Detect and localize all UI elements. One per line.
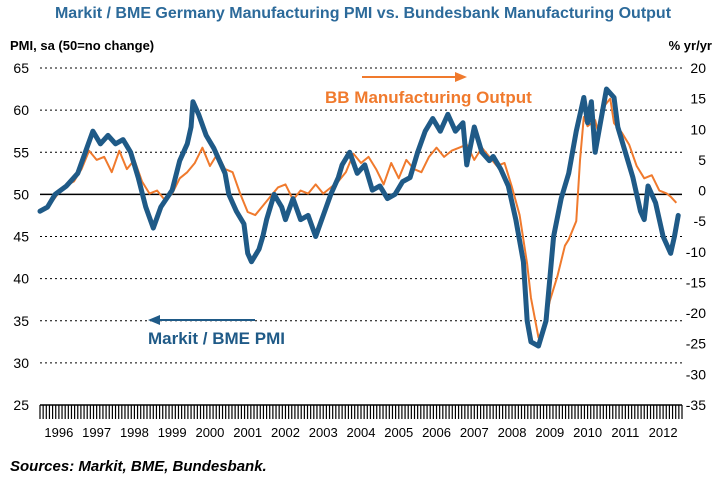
series-line-output [39,97,678,339]
left-axis-ticks: 25 30 35 40 45 50 55 60 65 [13,60,29,413]
right-tick-label: -30 [686,366,706,382]
right-tick-label: -15 [686,274,706,290]
x-tick-label: 2008 [498,425,527,440]
x-tick-label: 2011 [611,425,639,440]
right-tick-label: -20 [686,305,706,321]
left-axis-title: PMI, sa (50=no change) [10,38,155,53]
left-tick-label: 40 [13,271,29,287]
output-annotation: BB Manufacturing Output [325,88,532,107]
output-arrowhead [455,72,467,82]
left-tick-label: 35 [13,313,29,329]
right-axis-ticks: -35 -30 -25 -20 -15 -10 -5 0 5 10 15 20 [686,60,706,413]
x-tick-label: 1997 [82,425,111,440]
x-tick-label: 1999 [158,425,187,440]
x-tick-label: 2000 [195,425,224,440]
right-tick-label: -10 [686,244,706,260]
left-tick-label: 65 [13,60,29,76]
right-tick-label: 0 [698,183,706,199]
right-tick-label: 20 [690,60,706,76]
left-tick-label: 30 [13,355,29,371]
right-axis-title: % yr/yr [668,38,712,53]
right-tick-label: 10 [690,121,706,137]
x-tick-label: 2005 [384,425,413,440]
series-lines [37,86,681,349]
x-tick-label: 2003 [309,425,338,440]
left-tick-label: 55 [13,144,29,160]
x-tick-label: 2007 [460,425,489,440]
source-note: Sources: Markit, BME, Bundesbank. [10,458,267,475]
gridlines [40,67,682,364]
left-tick-label: 50 [13,186,29,202]
x-tick-label: 2004 [347,425,376,440]
pmi-arrowhead [148,315,160,325]
right-tick-label: -5 [694,213,707,229]
x-tick-label: 2012 [649,425,678,440]
right-tick-label: -25 [686,336,706,352]
right-tick-label: 15 [690,91,706,107]
x-tick-label: 2009 [535,425,564,440]
left-tick-label: 45 [13,229,29,245]
right-tick-label: -35 [686,397,706,413]
x-tick-label: 2002 [271,425,300,440]
annotations: BB Manufacturing Output Markit / BME PMI [148,72,532,348]
x-tick-label: 1998 [120,425,149,440]
right-tick-label: 5 [698,152,706,168]
x-tick-label: 1996 [44,425,73,440]
x-tick-label: 2001 [233,425,262,440]
chart-title: Markit / BME Germany Manufacturing PMI v… [54,5,672,22]
left-tick-label: 60 [13,102,29,118]
series-line-pmi [37,86,681,349]
x-axis: 1996 1997 1998 1999 2000 2001 2002 2003 2004 2005… [39,404,683,440]
pmi-annotation: Markit / BME PMI [148,329,285,348]
x-tick-label: 2006 [422,425,451,440]
x-tick-label: 2010 [573,425,602,440]
left-tick-label: 25 [13,397,29,413]
